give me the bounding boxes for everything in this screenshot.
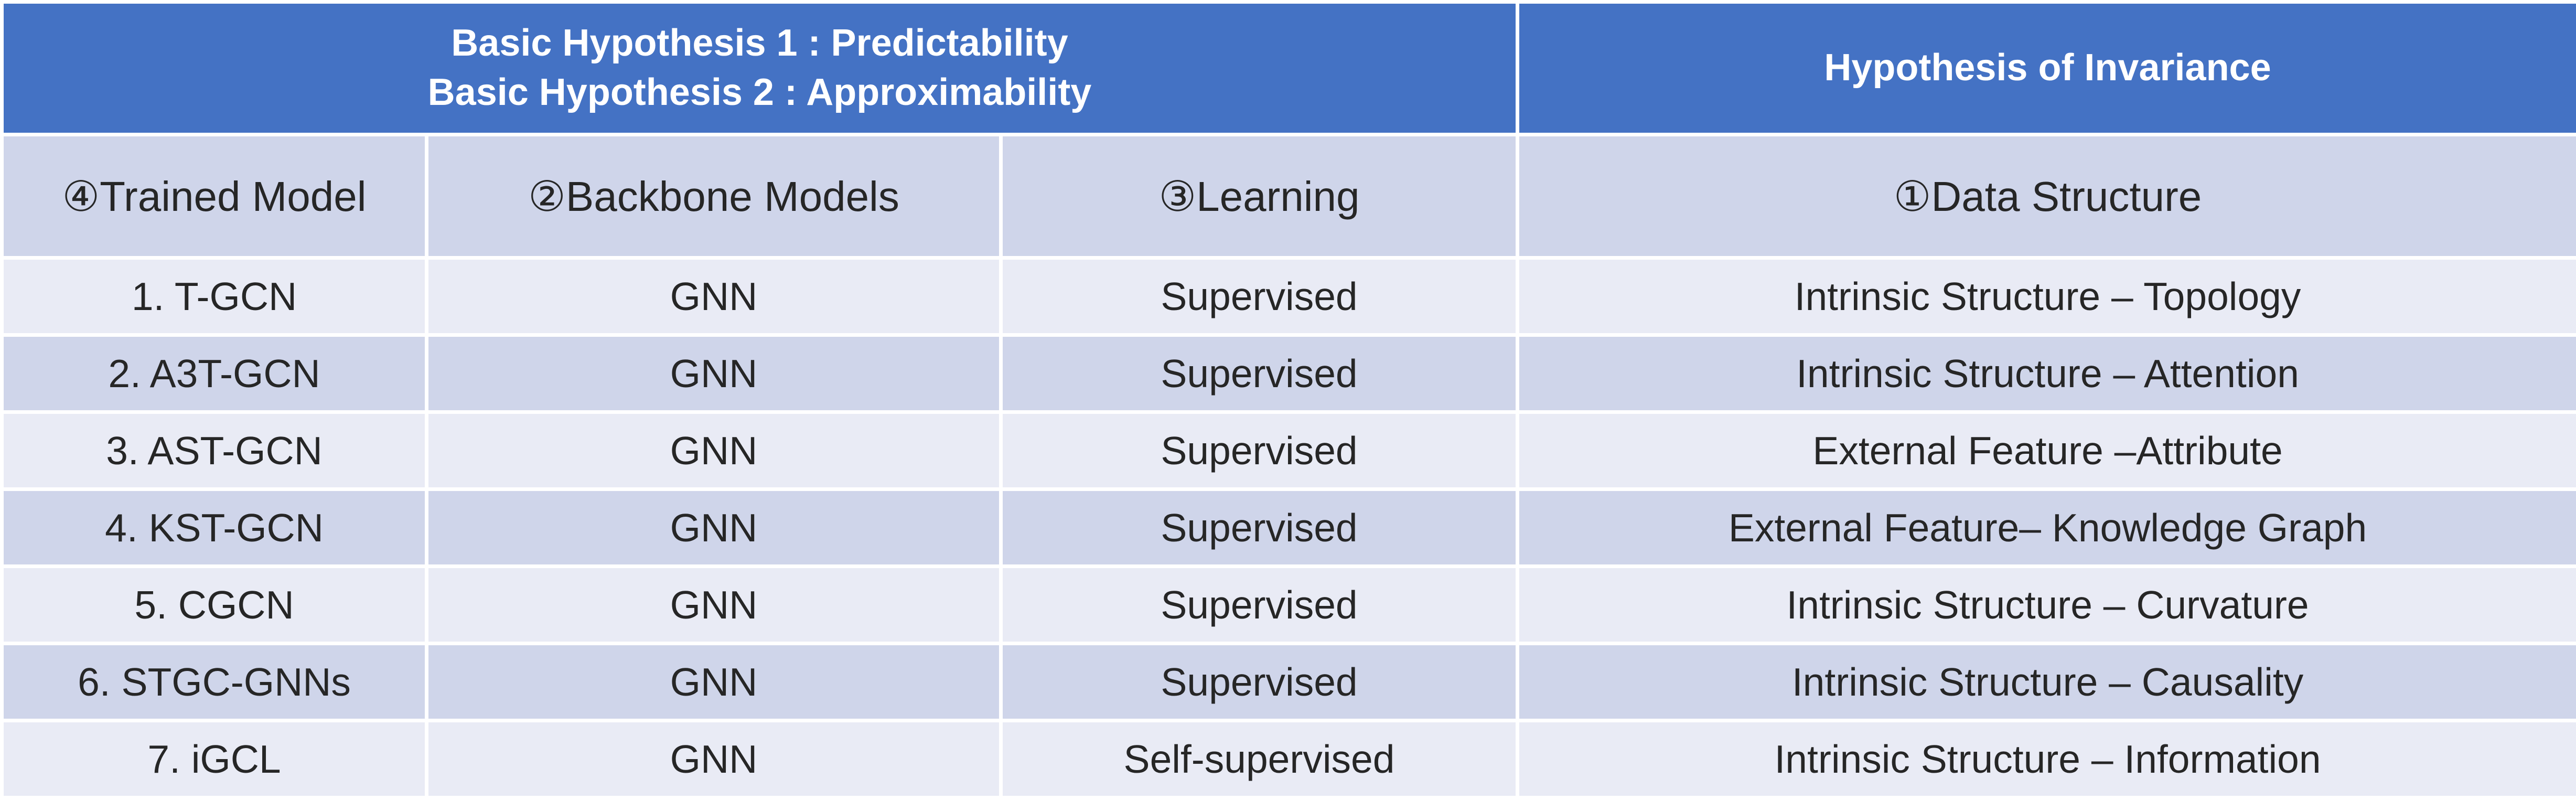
- cell-backbone: GNN: [425, 564, 1003, 645]
- column-header-learning: ③Learning: [999, 133, 1520, 260]
- cell-model: 7. iGCL: [0, 719, 428, 799]
- cell-model: 4. KST-GCN: [0, 487, 428, 568]
- cell-structure: Intrinsic Structure – Information: [1516, 719, 2576, 799]
- cell-backbone: GNN: [425, 410, 1003, 491]
- cell-structure: Intrinsic Structure – Causality: [1516, 642, 2576, 722]
- cell-model: 2. A3T-GCN: [0, 333, 428, 414]
- table-row: 6. STGC-GNNs GNN Supervised Intrinsic St…: [0, 642, 2576, 722]
- cell-backbone: GNN: [425, 333, 1003, 414]
- cell-model: 3. AST-GCN: [0, 410, 428, 491]
- cell-learning: Supervised: [999, 564, 1520, 645]
- table-row: 5. CGCN GNN Supervised Intrinsic Structu…: [0, 564, 2576, 645]
- hypothesis-2-text: Basic Hypothesis 2 : Approximability: [427, 71, 1092, 113]
- hypothesis-1-text: Basic Hypothesis 1 : Predictability: [451, 22, 1068, 65]
- cell-structure: Intrinsic Structure – Topology: [1516, 256, 2576, 337]
- cell-model: 1. T-GCN: [0, 256, 428, 337]
- cell-learning: Supervised: [999, 642, 1520, 722]
- table-row: 1. T-GCN GNN Supervised Intrinsic Struct…: [0, 256, 2576, 337]
- cell-model: 5. CGCN: [0, 564, 428, 645]
- basic-hypotheses-header: Basic Hypothesis 1 : Predictability Basi…: [0, 0, 1520, 136]
- cell-structure: External Feature –Attribute: [1516, 410, 2576, 491]
- header-row: Basic Hypothesis 1 : Predictability Basi…: [0, 0, 2576, 136]
- table-row: 7. iGCL GNN Self-supervised Intrinsic St…: [0, 719, 2576, 799]
- column-header-row: ④Trained Model ②Backbone Models ③Learnin…: [0, 133, 2576, 260]
- cell-model: 6. STGC-GNNs: [0, 642, 428, 722]
- cell-learning: Supervised: [999, 410, 1520, 491]
- column-header-backbone-models: ②Backbone Models: [425, 133, 1003, 260]
- cell-learning: Supervised: [999, 333, 1520, 414]
- cell-backbone: GNN: [425, 256, 1003, 337]
- cell-structure: Intrinsic Structure – Attention: [1516, 333, 2576, 414]
- cell-backbone: GNN: [425, 719, 1003, 799]
- cell-structure: Intrinsic Structure – Curvature: [1516, 564, 2576, 645]
- cell-structure: External Feature– Knowledge Graph: [1516, 487, 2576, 568]
- cell-learning: Supervised: [999, 487, 1520, 568]
- invariance-header: Hypothesis of Invariance: [1516, 0, 2576, 136]
- cell-backbone: GNN: [425, 642, 1003, 722]
- table-row: 4. KST-GCN GNN Supervised External Featu…: [0, 487, 2576, 568]
- cell-learning: Supervised: [999, 256, 1520, 337]
- table-row: 3. AST-GCN GNN Supervised External Featu…: [0, 410, 2576, 491]
- cell-learning: Self-supervised: [999, 719, 1520, 799]
- column-header-trained-model: ④Trained Model: [0, 133, 428, 260]
- cell-backbone: GNN: [425, 487, 1003, 568]
- table-row: 2. A3T-GCN GNN Supervised Intrinsic Stru…: [0, 333, 2576, 414]
- column-header-data-structure: ①Data Structure: [1516, 133, 2576, 260]
